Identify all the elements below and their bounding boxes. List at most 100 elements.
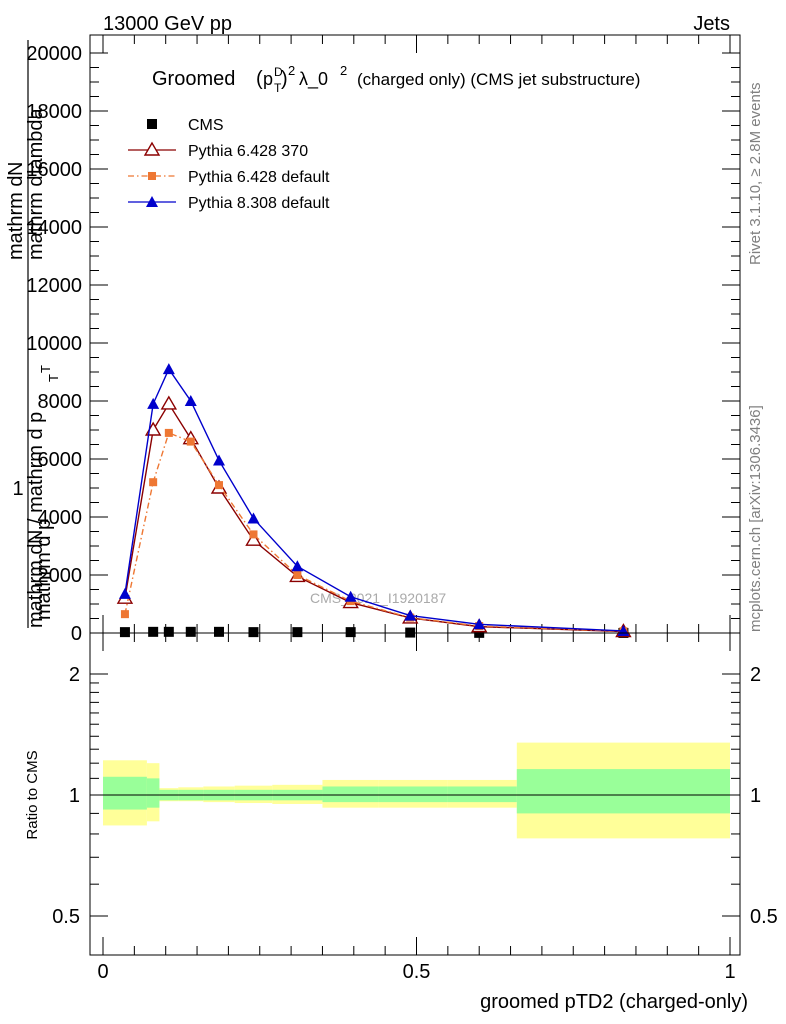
data-point	[345, 627, 356, 638]
mcplots-label: mcplots.cern.ch [arXiv:1306.3436]	[747, 405, 764, 632]
main-y-tick-label: 12000	[26, 275, 82, 297]
data-point	[291, 560, 304, 572]
ylabel-num-n: N	[5, 162, 27, 176]
ratio-y-tick-label: 1	[69, 785, 80, 807]
ylabel-num-lambda: lambda	[25, 108, 47, 174]
data-point	[214, 481, 223, 490]
ylabel-num-dpt-sub: T	[46, 374, 61, 382]
data-point	[162, 363, 175, 375]
ratio-band-inner	[378, 786, 448, 803]
data-point	[164, 428, 173, 437]
main-y-tick-label: 2000	[38, 565, 83, 587]
ratio-y-tick-label-right: 2	[750, 664, 761, 686]
ylabel-num-dlambda: mathrm d	[25, 176, 47, 260]
data-point	[163, 626, 174, 637]
data-point	[245, 531, 262, 546]
x-axis-label: groomed pTD2 (charged-only)	[480, 991, 748, 1013]
ratio-x-ticks: 0 0.5 1	[97, 633, 736, 983]
ratio-y-tick-label-right: 0.5	[750, 906, 778, 928]
data-point	[249, 530, 258, 539]
legend-marker	[147, 119, 157, 129]
rivet-label: Rivet 3.1.10, ≥ 2.8M events	[747, 83, 764, 266]
analysis-watermark: CMS_2021_I1920187	[310, 590, 446, 606]
main-y-axis-label: 1 mathrm d N mathrm d p T mathrm d lambd…	[5, 40, 61, 628]
header-category: Jets	[693, 13, 730, 35]
x-tick-label: 0.5	[403, 961, 431, 983]
main-y-tick-label: 8000	[38, 391, 83, 413]
data-point	[213, 626, 224, 637]
legend-marker	[146, 196, 158, 207]
legend-label: Pythia 6.428 default	[188, 169, 330, 186]
main-data	[116, 363, 632, 638]
ratio-band-inner	[447, 786, 517, 803]
series-pythia-8-308-default	[118, 363, 630, 636]
data-point	[185, 626, 196, 637]
main-y-tick-label: 0	[71, 623, 82, 645]
ratio-y-tick-label: 0.5	[52, 906, 80, 928]
data-point	[147, 397, 160, 409]
data-point	[404, 609, 417, 621]
title-lambda-sup: 2	[340, 63, 347, 78]
data-point	[119, 627, 130, 638]
ratio-panel-frame	[89, 632, 741, 956]
data-point	[120, 610, 129, 619]
ylabel-num-d: mathrm d	[5, 176, 27, 260]
ratio-band-inner	[103, 776, 147, 810]
title-main: Groomed	[152, 68, 235, 90]
legend-marker	[148, 172, 156, 180]
title-sup-2: 2	[288, 63, 295, 78]
data-point	[160, 395, 178, 410]
ratio-y-axis-label: Ratio to CMS	[24, 750, 41, 839]
x-tick-label: 1	[724, 961, 735, 983]
title-suffix: (charged only) (CMS jet substructure)	[357, 70, 640, 89]
legend-label: Pythia 8.308 default	[188, 195, 330, 212]
data-point	[212, 454, 225, 466]
plot-title: Groomed ( p D T ) 2 λ_0 2 (charged only)…	[152, 63, 640, 95]
ratio-y-ticks: 0.5 0.5 1 1 2 2	[52, 664, 778, 928]
main-y-tick-label: 16000	[26, 159, 82, 181]
main-y-tick-label: 14000	[26, 217, 82, 239]
main-y-tick-label: 20000	[26, 43, 82, 65]
ratio-band-inner	[322, 786, 379, 803]
title-lambda: λ_0	[299, 69, 328, 90]
main-y-ticks: 0 2000 4000 6000 8000 10000 12000 14000 16000 180…	[26, 43, 740, 645]
data-point	[186, 437, 195, 446]
title-p-sup: D	[274, 65, 283, 79]
legend: CMS Pythia 6.428 370 Pythia 6.428 default P…	[128, 117, 330, 212]
data-point	[184, 395, 197, 406]
title-paren-open: (	[256, 68, 263, 90]
ratio-bands	[103, 742, 730, 839]
data-point	[293, 571, 302, 579]
data-point	[292, 627, 303, 638]
main-y-tick-label: 4000	[38, 507, 83, 529]
data-point	[149, 478, 158, 487]
title-p: p	[263, 69, 273, 89]
header-energy: 13000 GeV pp	[103, 13, 232, 35]
ylabel-den-d: mathrm d	[25, 544, 47, 628]
data-point	[148, 626, 159, 637]
data-point	[248, 627, 259, 638]
ylabel-num-dpt: mathrm d p	[33, 519, 55, 620]
legend-label: Pythia 6.428 370	[188, 143, 308, 160]
data-point	[344, 590, 357, 602]
data-point	[473, 618, 486, 630]
main-y-tick-label: 6000	[38, 449, 83, 471]
data-point	[118, 587, 131, 599]
title-paren-close: )	[281, 68, 288, 90]
ratio-y-tick-label-right: 1	[750, 785, 761, 807]
title-p-sub: T	[274, 81, 282, 95]
data-point	[247, 512, 260, 524]
x-tick-label: 0	[97, 961, 108, 983]
main-x-ticks	[102, 35, 731, 633]
main-y-tick-label: 10000	[26, 333, 82, 355]
ylabel-den-rest: N / mathrm d p	[25, 412, 47, 544]
main-y-tick-label: 18000	[26, 101, 82, 123]
legend-label: CMS	[188, 117, 224, 134]
ratio-y-tick-label: 2	[69, 664, 80, 686]
ylabel-prefactor: 1	[12, 478, 23, 500]
ratio-band-inner	[146, 778, 160, 808]
ratio-band-inner	[516, 769, 730, 814]
ylabel-den-sub: T	[38, 365, 53, 373]
legend-marker	[143, 141, 161, 156]
